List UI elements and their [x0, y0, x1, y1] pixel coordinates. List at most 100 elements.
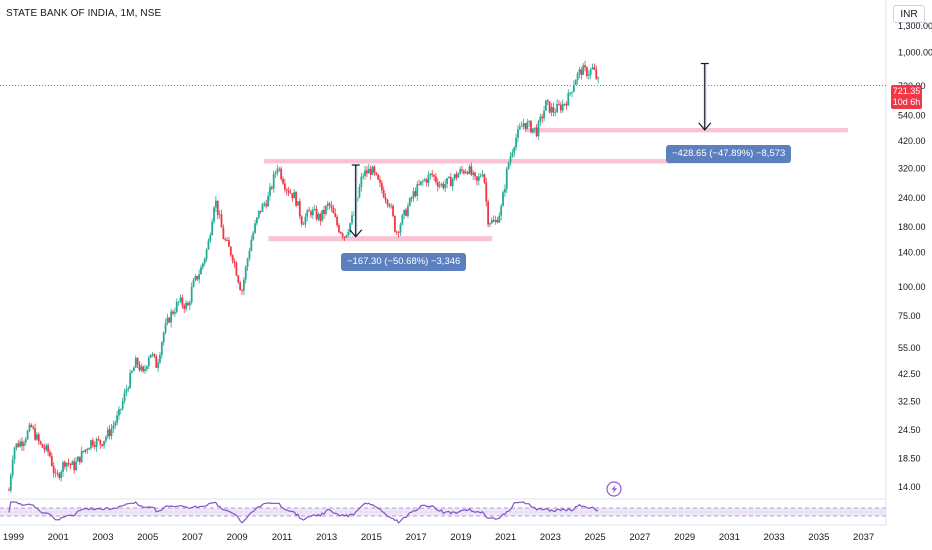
candle — [177, 300, 180, 306]
candle — [205, 248, 208, 262]
candle — [105, 435, 107, 444]
candle-body — [291, 193, 294, 199]
candle-body — [386, 199, 389, 205]
lightning-circle-icon[interactable] — [606, 481, 622, 497]
candle-body — [330, 205, 333, 208]
y-tick-label: 100.00 — [898, 282, 926, 292]
candle-body — [32, 426, 35, 429]
candle — [351, 210, 353, 226]
candle — [259, 210, 262, 215]
candle — [500, 203, 503, 221]
candle-body — [462, 170, 465, 174]
candle — [435, 173, 437, 185]
measure-label[interactable]: −428.65 (−47.89%) −8,573 — [666, 145, 792, 163]
candle — [498, 212, 501, 224]
candle-body — [433, 175, 435, 177]
candle — [183, 303, 186, 314]
candle — [517, 124, 519, 143]
candle-body — [289, 192, 292, 194]
candle — [285, 188, 288, 196]
candle — [166, 313, 169, 326]
candle — [425, 177, 428, 187]
candle-body — [24, 439, 27, 443]
candle-body — [282, 178, 284, 184]
candle-body — [310, 211, 312, 216]
candle-body — [332, 207, 335, 214]
candle — [239, 280, 242, 291]
x-tick-label: 2001 — [48, 532, 69, 543]
candle — [595, 65, 598, 81]
measurement-tools[interactable] — [349, 62, 712, 238]
candle — [444, 179, 447, 192]
candle — [571, 91, 573, 98]
candle-body — [379, 179, 381, 183]
candle-body — [140, 366, 143, 371]
candle-body — [75, 461, 77, 471]
candle-body — [446, 178, 449, 184]
candle — [468, 164, 471, 175]
candle-body — [483, 174, 486, 183]
candle — [32, 425, 35, 430]
candle-body — [47, 445, 50, 452]
candle — [485, 177, 488, 207]
candle — [269, 182, 271, 201]
currency-button[interactable]: INR — [893, 5, 925, 23]
candle-body — [522, 123, 525, 127]
candle-body — [226, 240, 228, 241]
candle-body — [147, 357, 150, 367]
candle — [373, 165, 376, 176]
candle — [198, 269, 201, 284]
candle-body — [39, 441, 42, 444]
candle-body — [448, 176, 450, 179]
candle-body — [451, 179, 454, 187]
candle-body — [546, 100, 549, 102]
support-resistance-zones[interactable] — [264, 127, 848, 242]
candle — [138, 360, 141, 372]
candle-body — [58, 473, 61, 478]
candle — [371, 165, 374, 176]
candle-body — [185, 302, 187, 309]
candle-body — [181, 297, 184, 306]
candle — [190, 282, 193, 305]
candle-body — [170, 311, 173, 323]
candle-body — [134, 358, 137, 368]
candle — [39, 440, 42, 445]
candle-body — [418, 184, 421, 186]
candle-body — [90, 440, 92, 449]
candle — [483, 173, 486, 185]
y-tick-label: 140.00 — [898, 248, 926, 258]
candle — [558, 100, 560, 106]
candle — [561, 99, 564, 113]
candle-body — [106, 429, 109, 437]
time-axis[interactable]: 1999 2001 2003 2005 2007 2009 2011 2013 2015 2017… — [3, 532, 874, 543]
candle-body — [403, 209, 406, 215]
candle — [332, 204, 335, 214]
candle-body — [442, 183, 445, 189]
candle — [21, 436, 23, 452]
candle-body — [373, 166, 376, 173]
candle — [147, 355, 150, 369]
candle-body — [125, 389, 128, 393]
candle — [325, 204, 327, 216]
candle-body — [343, 236, 346, 238]
candle-body — [459, 169, 462, 174]
candle — [132, 366, 135, 372]
candle — [520, 121, 523, 128]
candle — [319, 212, 322, 226]
measure-label[interactable]: −167.30 (−50.68%) −3,346 — [341, 253, 467, 271]
price-axis[interactable]: 1,300.001,000.00720.00540.00420.00320.00… — [898, 21, 932, 492]
candle-body — [118, 409, 120, 416]
candle-body — [479, 175, 482, 177]
candle — [597, 76, 600, 84]
candle-body — [50, 456, 53, 467]
y-tick-label: 240.00 — [898, 193, 926, 203]
candle-body — [410, 197, 413, 199]
candle-body — [209, 235, 212, 241]
candle-body — [300, 216, 303, 225]
last-price-tag: 721.35 10d 6h — [891, 85, 922, 109]
candle — [112, 420, 115, 433]
candle-body — [244, 266, 247, 280]
candle-body — [99, 439, 102, 445]
candle-body — [597, 77, 600, 79]
